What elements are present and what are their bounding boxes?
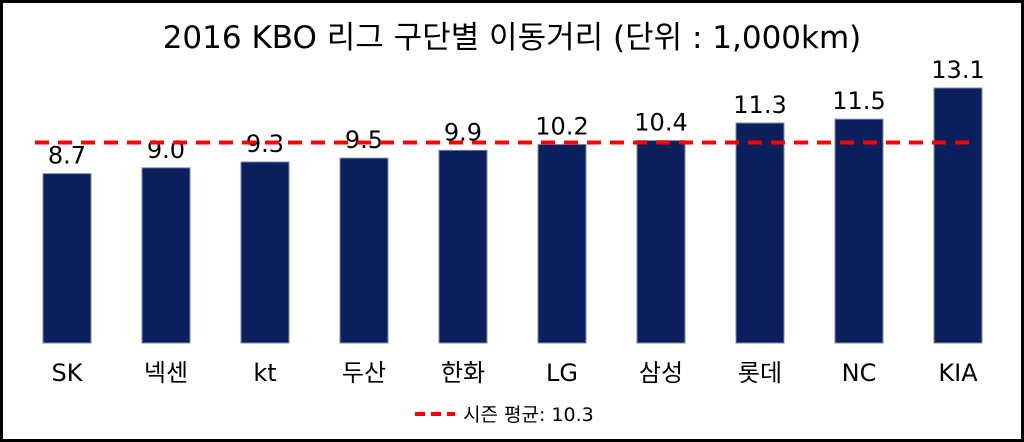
bar-chart: 2016 KBO 리그 구단별 이동거리 (단위 : 1,000km) 8.7 9… (35, 20, 985, 426)
bar-넥센 (141, 167, 191, 344)
value-label-롯데: 11.3 (733, 91, 786, 119)
value-label-두산: 9.5 (345, 126, 383, 154)
chart-title: 2016 KBO 리그 구단별 이동거리 (단위 : 1,000km) (163, 20, 862, 56)
category-label-두산: 두산 (342, 359, 386, 387)
category-labels: SK 넥센 kt 두산 한화 LG 삼성 롯데 NC KIA (52, 359, 979, 387)
category-label-kt: kt (253, 359, 276, 387)
bar-두산 (339, 157, 389, 344)
bar-삼성 (636, 140, 686, 344)
bar-한화 (438, 149, 488, 344)
bar-NC (834, 118, 884, 344)
value-label-삼성: 10.4 (634, 109, 687, 137)
bars-layer (42, 87, 983, 344)
category-label-LG: LG (546, 359, 578, 387)
bar-SK (42, 173, 92, 344)
value-label-NC: 11.5 (832, 87, 885, 115)
category-label-KIA: KIA (938, 359, 978, 387)
category-label-한화: 한화 (441, 359, 485, 387)
legend-label: 시즌 평균: 10.3 (463, 404, 594, 426)
legend: 시즌 평균: 10.3 (415, 404, 594, 426)
value-label-KIA: 13.1 (931, 56, 984, 84)
category-label-NC: NC (842, 359, 877, 387)
value-label-SK: 8.7 (48, 142, 86, 170)
bar-롯데 (735, 122, 785, 344)
value-label-넥센: 9.0 (147, 136, 185, 164)
bar-KIA (933, 87, 983, 344)
category-label-롯데: 롯데 (738, 359, 782, 387)
value-label-LG: 10.2 (535, 112, 588, 140)
bar-kt (240, 161, 290, 344)
category-label-SK: SK (52, 359, 84, 387)
category-label-넥센: 넥센 (144, 359, 188, 387)
bar-LG (537, 143, 587, 344)
category-label-삼성: 삼성 (639, 359, 683, 387)
